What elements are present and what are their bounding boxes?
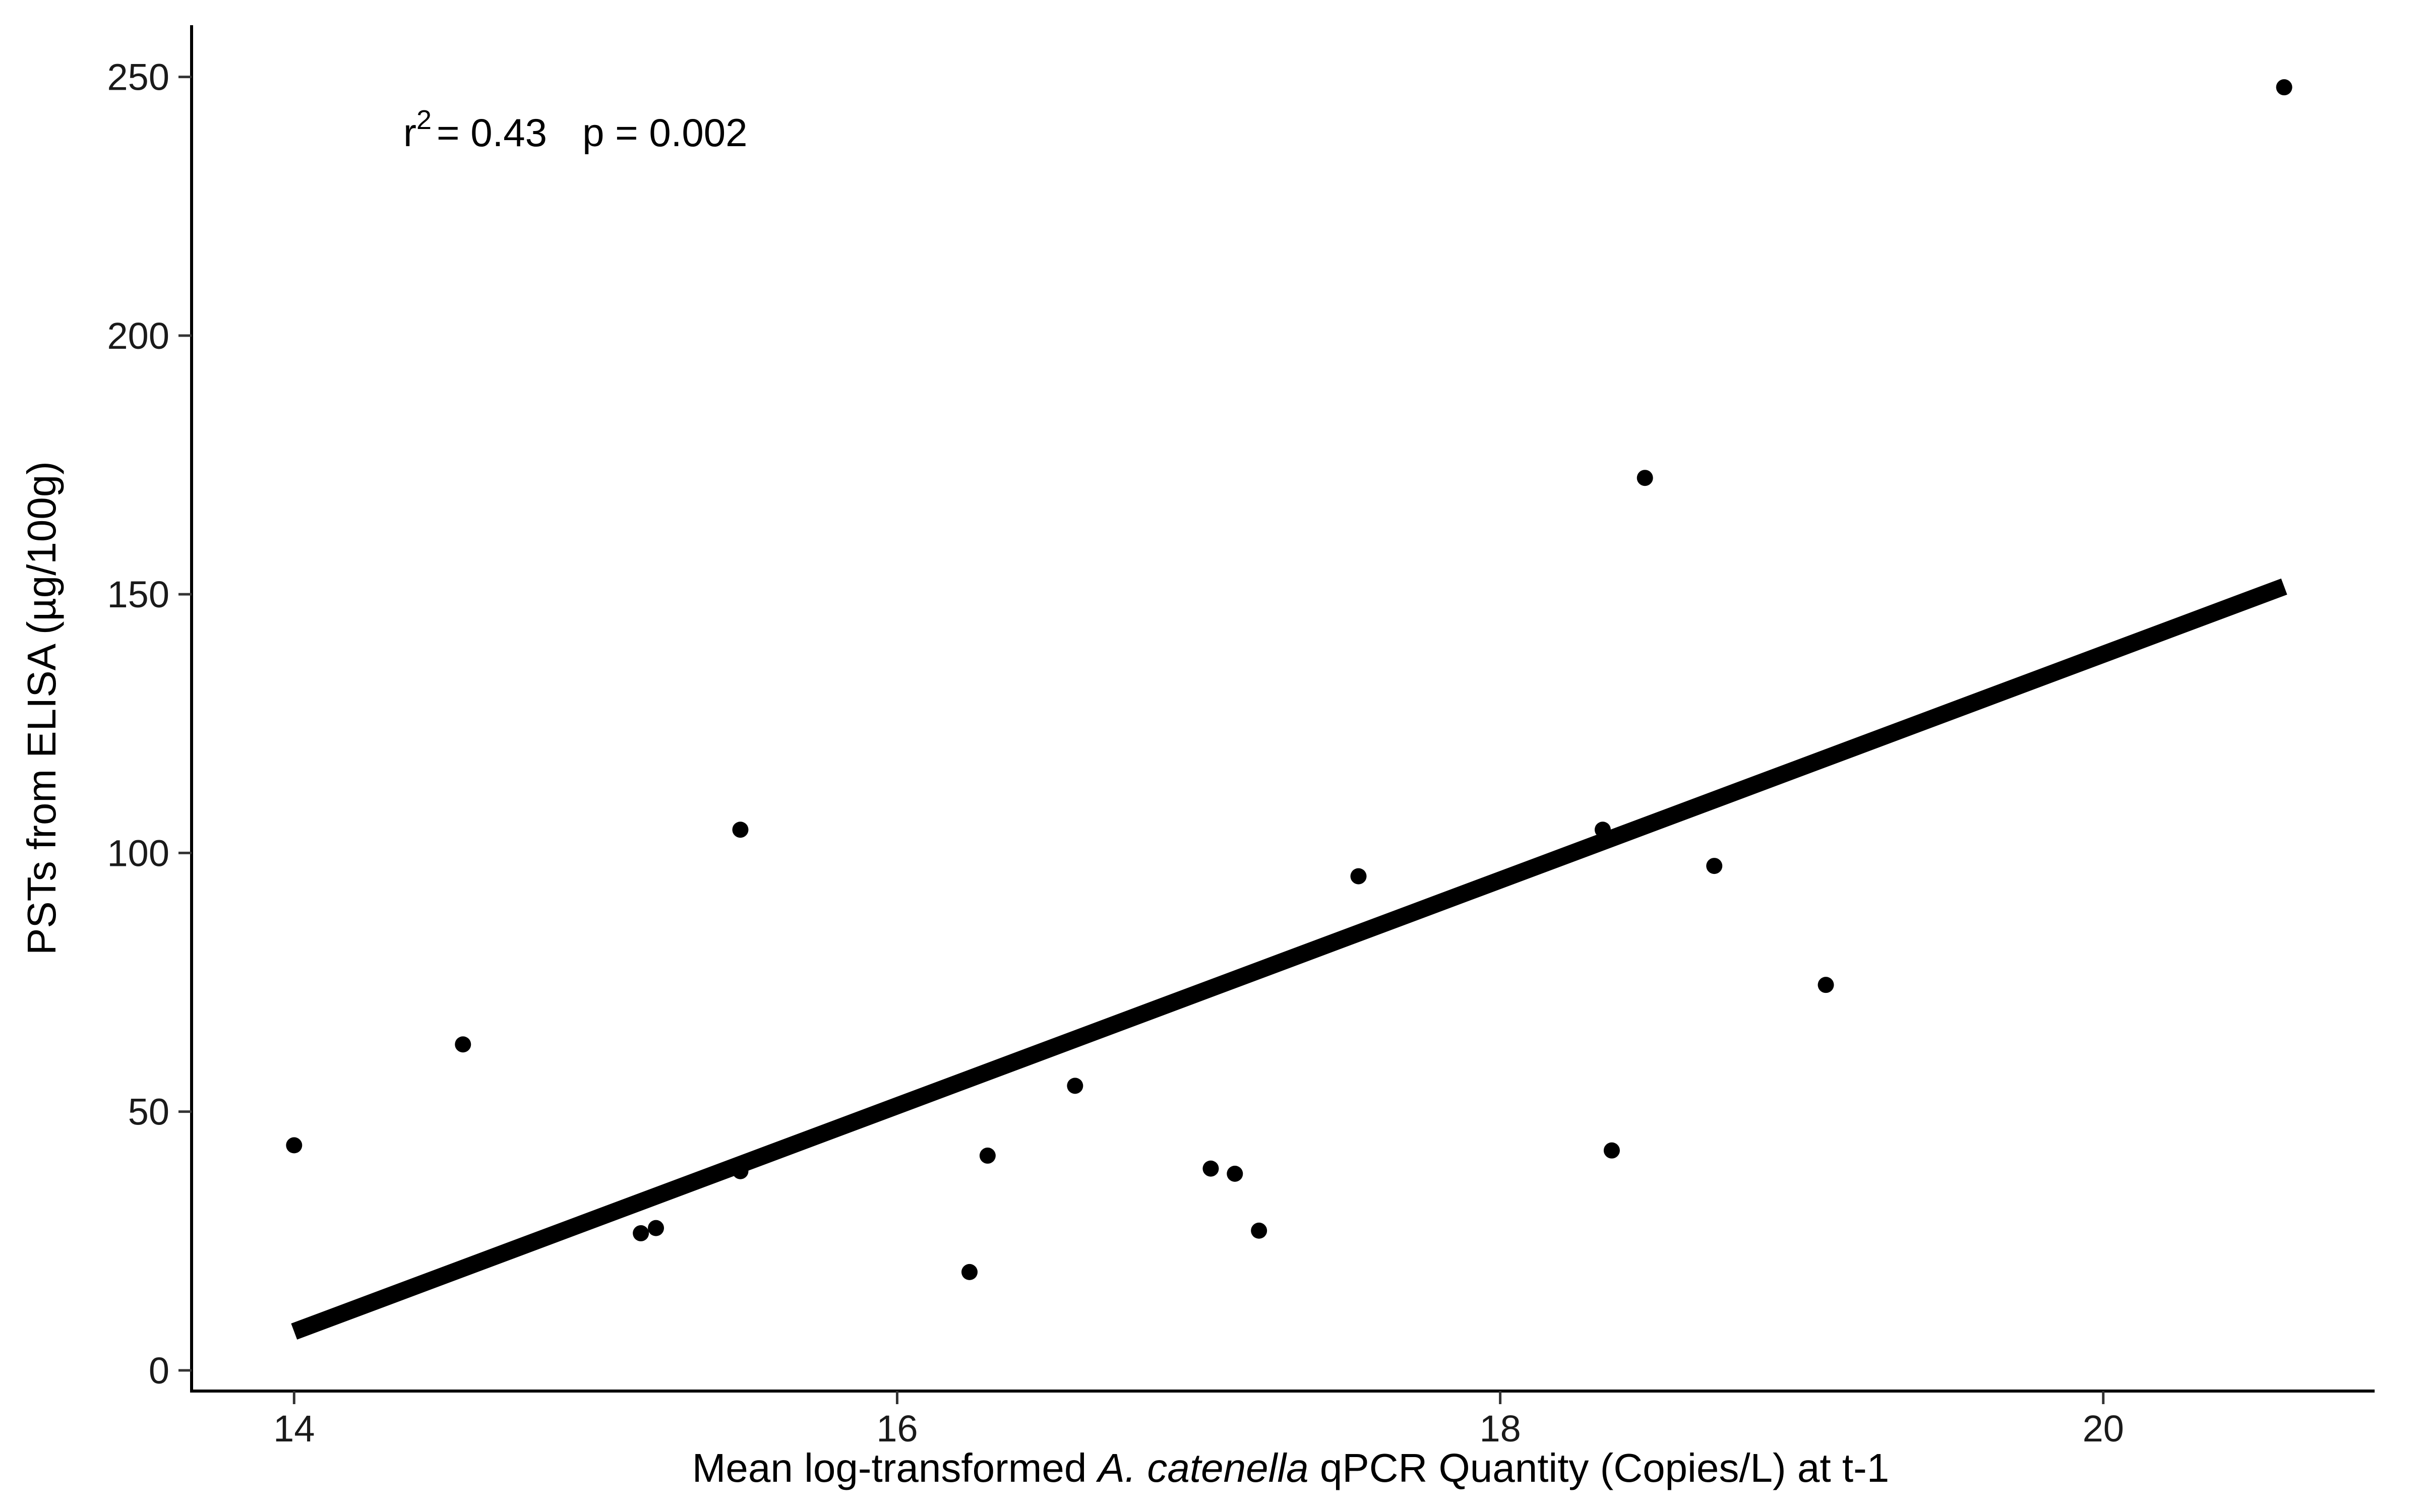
y-tick-label: 200 [107, 315, 169, 357]
data-point [1594, 822, 1611, 838]
x-tick-label: 16 [876, 1408, 918, 1450]
statistics-annotation: r2 = 0.43 p = 0.002 [403, 105, 748, 155]
data-point [648, 1220, 664, 1236]
data-point [633, 1225, 649, 1241]
data-point [1350, 868, 1367, 885]
data-point [1818, 977, 1834, 993]
data-point [1067, 1078, 1083, 1094]
data-point [1603, 1142, 1620, 1159]
labels: PSTs from ELISA (µg/100g) Mean log-trans… [19, 105, 1889, 1490]
x-axis-title-prefix: Mean log-transformed [692, 1445, 1098, 1490]
x-tick-label: 20 [2083, 1408, 2124, 1450]
y-tick-label: 0 [149, 1350, 169, 1392]
y-axis-title: PSTs from ELISA (µg/100g) [19, 461, 64, 955]
data-point [1202, 1160, 1219, 1177]
r-squared-exponent: 2 [416, 105, 432, 135]
data-point [732, 1163, 749, 1179]
x-axis-title-suffix: qPCR Quantity (Copies/L) at t-1 [1309, 1445, 1890, 1490]
data-point [1251, 1222, 1267, 1239]
data-point [732, 822, 749, 838]
regression-line [291, 578, 2287, 1340]
y-tick-label: 50 [128, 1091, 169, 1133]
data-point [1637, 470, 1653, 486]
data-point [961, 1264, 978, 1280]
p-value: p = 0.002 [582, 110, 747, 155]
plot-area [286, 79, 2292, 1340]
data-point [2276, 79, 2292, 96]
y-tick-label: 150 [107, 574, 169, 615]
x-tick-label: 18 [1479, 1408, 1521, 1450]
r-squared-value: = 0.43 [437, 110, 547, 155]
data-point [1227, 1165, 1243, 1182]
data-point [286, 1137, 302, 1154]
y-tick-label: 250 [107, 56, 169, 98]
axes: 0 50 100 150 200 250 14 16 18 20 [107, 25, 2375, 1450]
x-axis-title: Mean log-transformed A. catenella qPCR Q… [692, 1445, 1889, 1490]
data-point [979, 1147, 996, 1164]
y-tick-label: 100 [107, 832, 169, 874]
r-squared-symbol: r [403, 110, 416, 155]
x-tick-label: 14 [273, 1408, 315, 1450]
data-point [455, 1036, 471, 1053]
x-axis-title-species: A. catenella [1096, 1445, 1309, 1490]
data-point [1706, 858, 1723, 874]
